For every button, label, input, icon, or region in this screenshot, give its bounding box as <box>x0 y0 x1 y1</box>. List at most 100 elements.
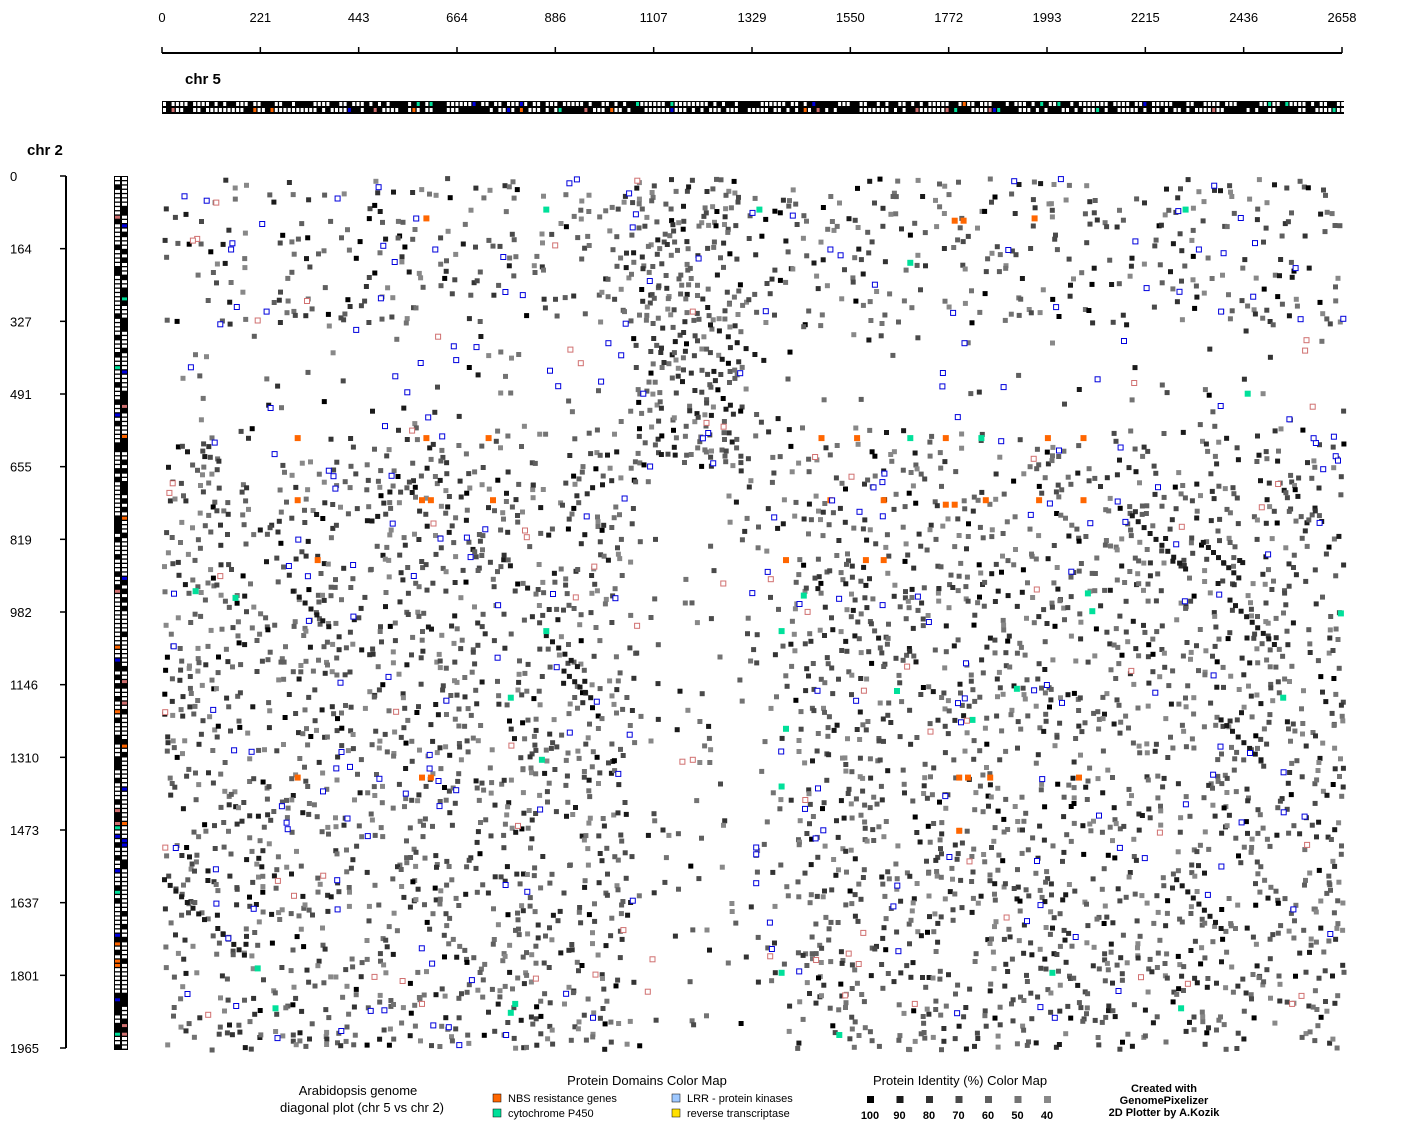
similarity-dot <box>971 756 977 762</box>
similarity-dot <box>442 954 447 960</box>
y-track-cell <box>115 946 120 950</box>
similarity-dot <box>607 678 613 684</box>
similarity-dot <box>978 893 984 899</box>
similarity-dot <box>622 800 628 805</box>
y-track-cell <box>122 624 127 628</box>
similarity-dot <box>183 970 189 976</box>
similarity-dot <box>869 1038 875 1044</box>
similarity-dot <box>862 595 868 601</box>
similarity-dot <box>685 246 691 252</box>
similarity-dot <box>519 903 525 909</box>
similarity-dot <box>539 231 545 237</box>
similarity-dot <box>992 194 998 200</box>
similarity-dot <box>860 722 866 728</box>
similarity-dot <box>901 428 907 434</box>
similarity-dot <box>1212 613 1218 619</box>
similarity-dot <box>520 580 526 586</box>
similarity-dot <box>933 857 939 863</box>
y-track-cell <box>122 327 127 331</box>
y-track-cell <box>115 336 120 340</box>
similarity-dot <box>979 657 985 663</box>
similarity-dot <box>595 514 600 520</box>
similarity-dot <box>1017 898 1023 904</box>
x-track-cell <box>722 108 725 112</box>
similarity-dot <box>827 568 833 574</box>
similarity-dot <box>815 286 821 292</box>
similarity-dot <box>1221 805 1227 811</box>
similarity-dot <box>1158 588 1164 594</box>
similarity-dot <box>515 917 521 923</box>
similarity-dot <box>1241 672 1247 678</box>
similarity-dot <box>274 748 280 754</box>
similarity-dot <box>315 875 321 881</box>
x-track-cell <box>648 108 652 112</box>
similarity-dot <box>433 853 439 859</box>
x-track-cell <box>455 102 459 106</box>
similarity-dot <box>335 716 340 722</box>
similarity-dot <box>989 527 995 533</box>
similarity-dot <box>994 676 1000 682</box>
similarity-dot <box>1245 798 1251 804</box>
similarity-dot <box>775 525 781 531</box>
similarity-dot <box>939 1047 944 1053</box>
similarity-dot <box>480 994 486 1000</box>
similarity-dot <box>542 991 548 997</box>
y-track-cell <box>115 671 120 675</box>
similarity-dot <box>468 292 474 298</box>
similarity-dot <box>181 956 187 962</box>
similarity-dot <box>443 569 449 575</box>
similarity-dot <box>339 597 344 603</box>
similarity-dot <box>614 883 620 889</box>
similarity-dot <box>1228 923 1234 929</box>
similarity-dot <box>609 915 615 921</box>
similarity-dot <box>975 1036 981 1041</box>
similarity-dot <box>521 617 527 623</box>
similarity-dot <box>885 712 891 718</box>
similarity-dot <box>1134 196 1140 202</box>
similarity-dot <box>509 231 515 237</box>
similarity-dot <box>834 722 840 728</box>
similarity-dot <box>686 184 692 190</box>
similarity-dot <box>495 477 501 483</box>
similarity-dot <box>902 558 908 564</box>
similarity-dot <box>793 201 799 207</box>
y-track-cell <box>115 602 120 606</box>
similarity-dot <box>293 711 299 716</box>
similarity-dot <box>316 958 322 964</box>
similarity-dot <box>762 739 768 745</box>
similarity-dot <box>466 365 472 370</box>
similarity-dot <box>274 1011 280 1017</box>
similarity-dot <box>276 910 282 916</box>
x-track-cell <box>373 108 377 112</box>
similarity-dot <box>504 812 510 818</box>
x-track-cell <box>838 108 842 112</box>
similarity-dot <box>575 235 581 241</box>
similarity-dot <box>537 792 543 798</box>
similarity-dot <box>808 517 814 523</box>
y-track-cell <box>115 516 120 520</box>
similarity-dot <box>974 1030 980 1036</box>
similarity-dot <box>1034 446 1040 452</box>
similarity-dot <box>668 312 674 318</box>
similarity-dot <box>410 190 416 195</box>
similarity-dot <box>1225 636 1231 642</box>
y-track-cell <box>115 852 120 856</box>
similarity-dot <box>493 438 499 444</box>
y-track-cell <box>122 546 127 550</box>
x-track-cell <box>1190 102 1194 106</box>
similarity-dot <box>351 617 357 623</box>
y-track-cell <box>115 323 120 327</box>
similarity-dot <box>186 241 192 247</box>
x-track-cell <box>1246 102 1250 106</box>
x-track-cell <box>184 108 188 112</box>
similarity-dot <box>935 939 941 945</box>
similarity-dot <box>1155 571 1161 577</box>
similarity-dot <box>850 279 856 285</box>
similarity-dot <box>682 460 687 465</box>
similarity-dot <box>486 505 491 511</box>
similarity-dot <box>939 483 944 489</box>
similarity-dot <box>218 522 223 528</box>
similarity-dot <box>891 506 897 512</box>
similarity-dot <box>1221 684 1226 690</box>
similarity-dot <box>785 893 791 899</box>
